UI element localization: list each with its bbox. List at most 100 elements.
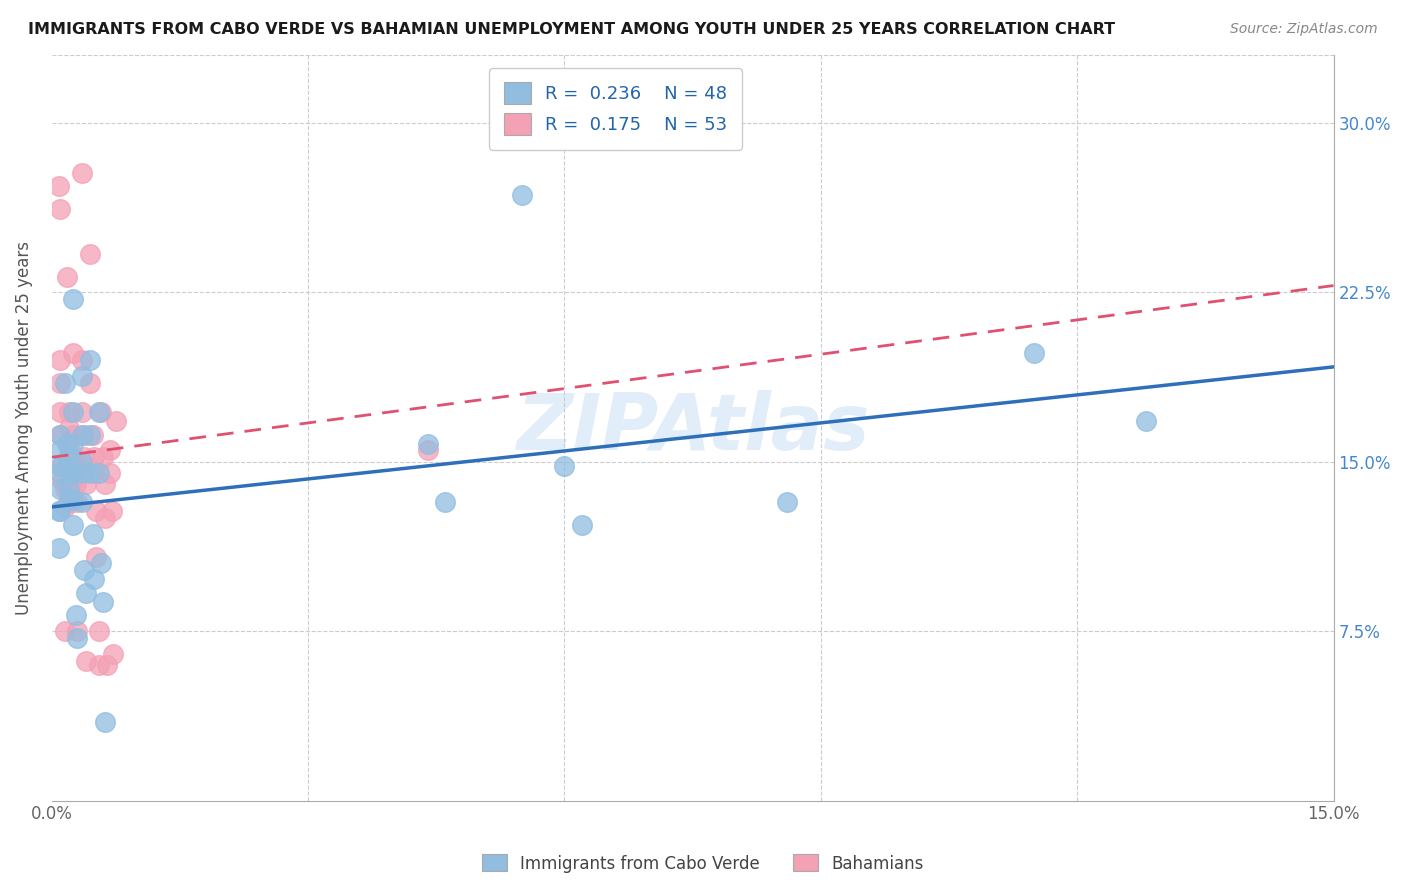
Point	[87, 658, 110, 673]
Y-axis label: Unemployment Among Youth under 25 years: Unemployment Among Youth under 25 years	[15, 241, 32, 615]
Point	[56, 459, 79, 474]
Point	[62, 292, 84, 306]
Legend: Immigrants from Cabo Verde, Bahamians: Immigrants from Cabo Verde, Bahamians	[475, 847, 931, 880]
Point	[70, 427, 93, 442]
Point	[49, 202, 72, 216]
Point	[56, 436, 79, 450]
Point	[49, 427, 72, 442]
Point	[84, 504, 107, 518]
Point	[53, 482, 76, 496]
Point	[58, 405, 80, 419]
Point	[49, 443, 72, 458]
Point	[87, 466, 110, 480]
Point	[62, 436, 84, 450]
Point	[49, 353, 72, 368]
Point	[70, 455, 93, 469]
Point	[59, 466, 82, 480]
Point	[62, 346, 84, 360]
Point	[58, 436, 80, 450]
Point	[553, 459, 575, 474]
Text: IMMIGRANTS FROM CABO VERDE VS BAHAMIAN UNEMPLOYMENT AMONG YOUTH UNDER 25 YEARS C: IMMIGRANTS FROM CABO VERDE VS BAHAMIAN U…	[28, 22, 1115, 37]
Point	[83, 572, 105, 586]
Point	[73, 427, 96, 442]
Point	[70, 495, 93, 509]
Text: Source: ZipAtlas.com: Source: ZipAtlas.com	[1230, 22, 1378, 37]
Point	[59, 477, 82, 491]
Point	[571, 518, 593, 533]
Point	[433, 495, 456, 509]
Point	[1024, 346, 1046, 360]
Text: ZIPAtlas: ZIPAtlas	[516, 390, 869, 466]
Point	[90, 405, 112, 419]
Point	[82, 527, 104, 541]
Point	[87, 624, 110, 639]
Point	[49, 427, 72, 442]
Point	[83, 450, 105, 465]
Point	[75, 586, 97, 600]
Point	[79, 466, 101, 480]
Point	[58, 493, 80, 508]
Point	[73, 450, 96, 465]
Point	[100, 504, 122, 518]
Point	[75, 477, 97, 491]
Point	[93, 511, 115, 525]
Point	[53, 500, 76, 514]
Point	[90, 557, 112, 571]
Point	[58, 421, 80, 435]
Point	[49, 459, 72, 474]
Point	[82, 427, 104, 442]
Legend: R =  0.236    N = 48, R =  0.175    N = 53: R = 0.236 N = 48, R = 0.175 N = 53	[489, 68, 742, 150]
Point	[91, 595, 114, 609]
Point	[49, 466, 72, 480]
Point	[84, 549, 107, 564]
Point	[62, 518, 84, 533]
Point	[62, 450, 84, 465]
Point	[104, 414, 127, 428]
Point	[66, 624, 89, 639]
Point	[416, 443, 439, 458]
Point	[62, 466, 84, 480]
Point	[775, 495, 797, 509]
Point	[65, 459, 87, 474]
Point	[48, 179, 70, 194]
Point	[56, 269, 79, 284]
Point	[51, 473, 73, 487]
Point	[65, 608, 87, 623]
Point	[98, 466, 121, 480]
Point	[83, 466, 105, 480]
Point	[93, 714, 115, 729]
Point	[79, 427, 101, 442]
Point	[53, 624, 76, 639]
Point	[93, 477, 115, 491]
Point	[70, 353, 93, 368]
Point	[65, 477, 87, 491]
Point	[48, 504, 70, 518]
Point	[87, 405, 110, 419]
Point	[62, 427, 84, 442]
Point	[70, 405, 93, 419]
Point	[91, 450, 114, 465]
Point	[58, 482, 80, 496]
Point	[70, 466, 93, 480]
Point	[103, 647, 125, 661]
Point	[58, 466, 80, 480]
Point	[70, 166, 93, 180]
Point	[49, 376, 72, 390]
Point	[62, 493, 84, 508]
Point	[66, 631, 89, 645]
Point	[49, 405, 72, 419]
Point	[62, 405, 84, 419]
Point	[70, 368, 93, 383]
Point	[98, 443, 121, 458]
Point	[51, 459, 73, 474]
Point	[510, 188, 533, 202]
Point	[96, 658, 118, 673]
Point	[66, 495, 89, 509]
Point	[79, 247, 101, 261]
Point	[79, 353, 101, 368]
Point	[1135, 414, 1157, 428]
Point	[49, 482, 72, 496]
Point	[59, 495, 82, 509]
Point	[58, 450, 80, 465]
Point	[73, 563, 96, 577]
